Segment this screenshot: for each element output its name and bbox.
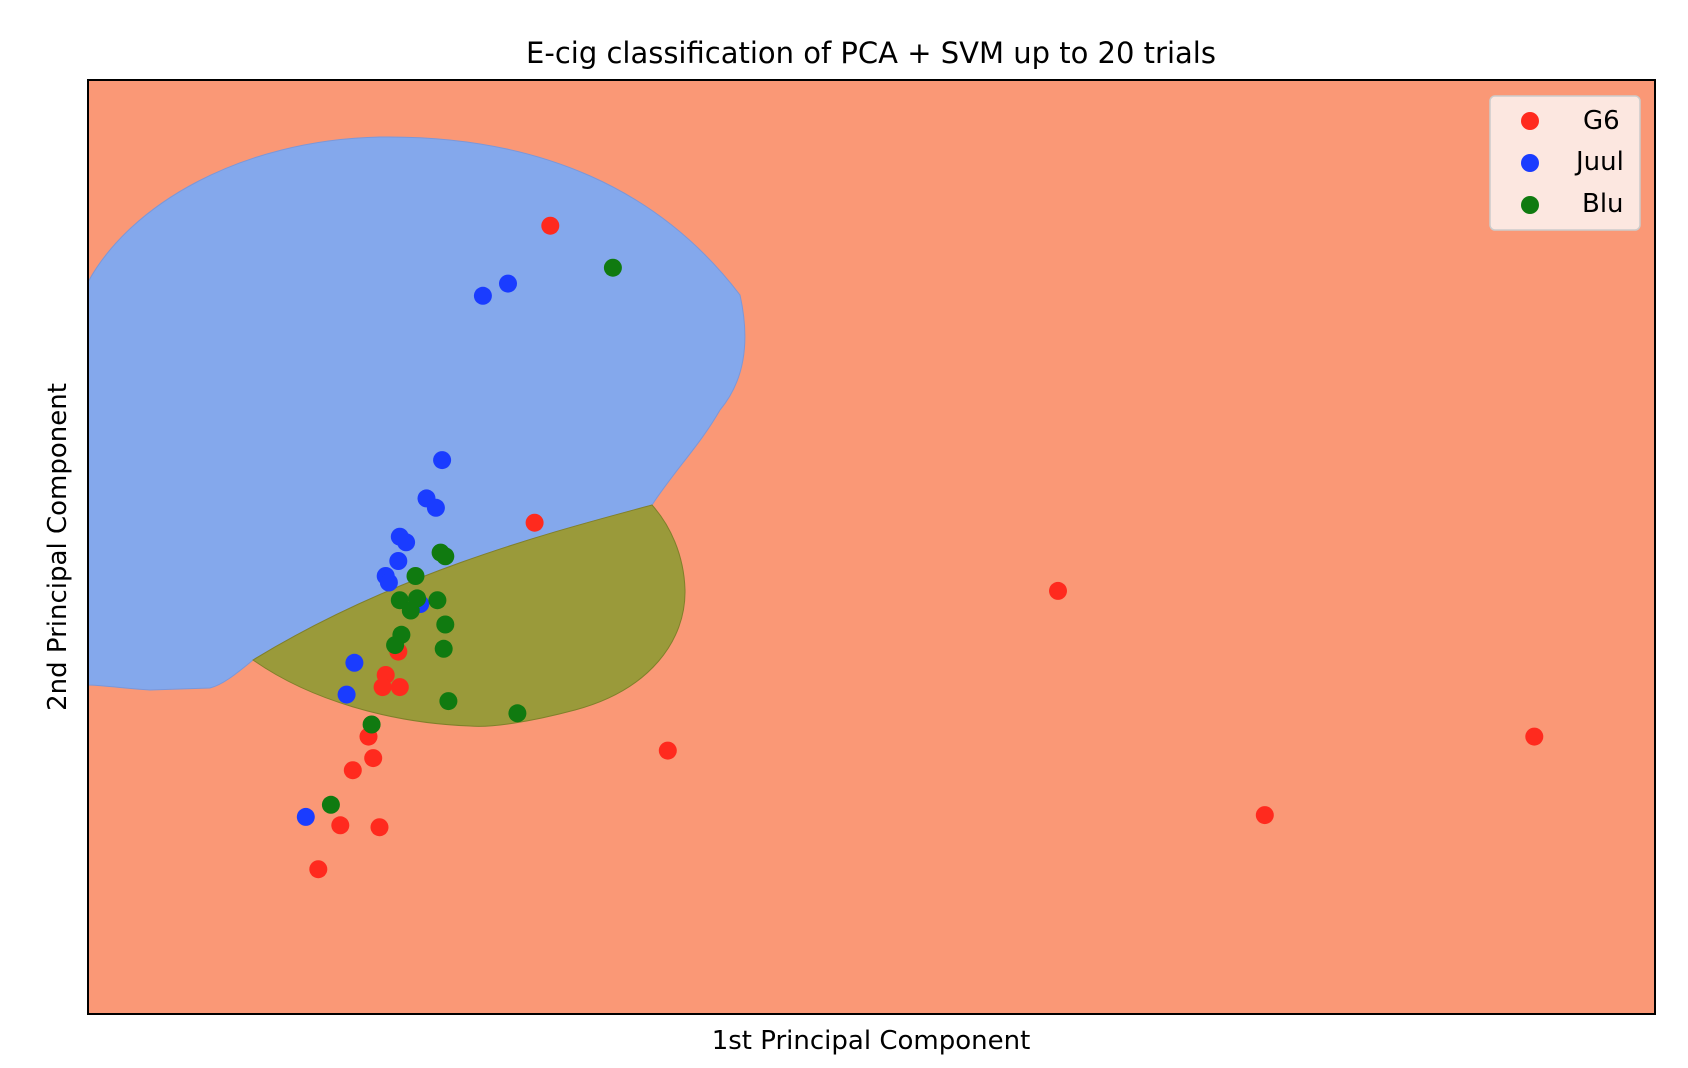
chart-title: E-cig classification of PCA + SVM up to … bbox=[526, 36, 1216, 70]
point-blu-4 bbox=[406, 567, 425, 585]
point-juul-2 bbox=[499, 274, 517, 293]
point-g6-10 bbox=[390, 678, 409, 697]
decision-region-blu bbox=[252, 504, 686, 727]
scatter-points bbox=[296, 216, 1544, 879]
point-juul-13 bbox=[337, 685, 356, 704]
point-juul-5 bbox=[426, 498, 445, 517]
legend-marker-g6 bbox=[1521, 112, 1539, 130]
point-g6-6 bbox=[1255, 806, 1274, 825]
point-g6-4 bbox=[658, 741, 677, 760]
point-blu-9 bbox=[436, 615, 455, 634]
point-g6-15 bbox=[370, 818, 389, 837]
point-blu-14 bbox=[508, 704, 527, 723]
point-blu-8 bbox=[401, 601, 420, 620]
point-g6-5 bbox=[1525, 727, 1544, 746]
point-g6-12 bbox=[364, 749, 383, 768]
point-juul-3 bbox=[433, 451, 452, 470]
point-juul-7 bbox=[397, 533, 416, 552]
decision-region-juul bbox=[88, 136, 746, 691]
point-blu-15 bbox=[362, 715, 381, 734]
point-g6-14 bbox=[331, 816, 350, 835]
plot-area bbox=[87, 79, 1656, 1015]
point-blu-12 bbox=[434, 639, 453, 658]
legend: G6 Juul Blu bbox=[1489, 95, 1641, 231]
point-g6-2 bbox=[525, 513, 544, 532]
point-blu-3 bbox=[436, 547, 455, 566]
legend-marker-juul bbox=[1521, 154, 1539, 172]
x-axis-label: 1st Principal Component bbox=[712, 1026, 1031, 1056]
point-blu-7 bbox=[428, 591, 447, 610]
legend-label-juul: Juul bbox=[1574, 147, 1624, 177]
point-g6-3 bbox=[1049, 581, 1067, 600]
point-g6-1 bbox=[541, 216, 560, 235]
point-blu-1 bbox=[603, 258, 622, 277]
legend-label-g6: G6 bbox=[1583, 106, 1620, 136]
point-juul-14 bbox=[296, 807, 315, 826]
point-juul-12 bbox=[345, 653, 364, 672]
point-g6-13 bbox=[343, 761, 362, 780]
point-juul-8 bbox=[389, 552, 408, 570]
point-g6-9 bbox=[373, 678, 392, 697]
point-juul-10 bbox=[379, 573, 398, 592]
y-axis-label: 2nd Principal Component bbox=[43, 383, 73, 711]
point-g6-16 bbox=[309, 860, 328, 879]
point-blu-11 bbox=[386, 636, 405, 655]
legend-marker-blu bbox=[1521, 196, 1539, 214]
point-juul-1 bbox=[473, 286, 492, 305]
plot-frame bbox=[87, 79, 1656, 1015]
legend-label-blu: Blu bbox=[1582, 189, 1624, 219]
point-blu-13 bbox=[439, 692, 458, 711]
point-blu-16 bbox=[321, 795, 340, 814]
